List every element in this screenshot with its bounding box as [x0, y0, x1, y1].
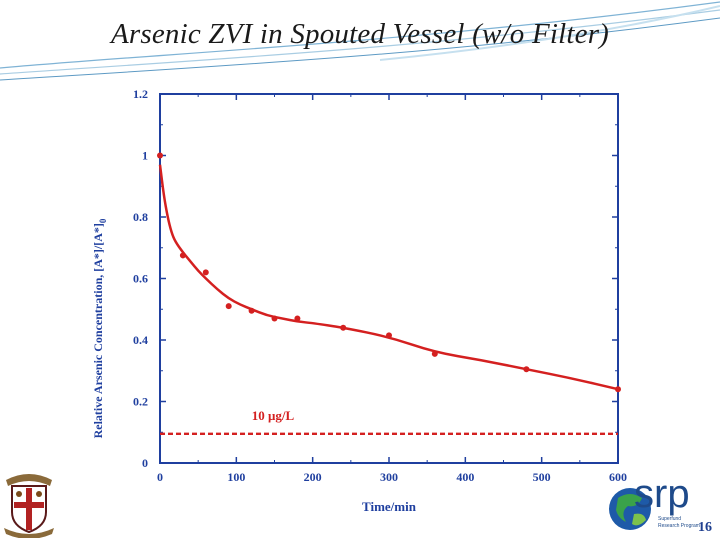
srp-globe-land — [616, 494, 642, 522]
y-tick-label: 0.4 — [133, 333, 148, 347]
x-tick-label: 400 — [456, 470, 474, 484]
y-axis-label: Relative Arsenic Concentration, [A*]/[A*… — [91, 218, 108, 438]
x-tick-label: 500 — [533, 470, 551, 484]
data-point — [202, 269, 209, 276]
srp-logo-letters: srp — [634, 472, 690, 516]
y-axis-label-main: Relative Arsenic Concentration, [A*]/[A*… — [91, 223, 105, 438]
data-point — [294, 315, 301, 322]
x-tick-label: 600 — [609, 470, 627, 484]
data-point — [157, 152, 163, 159]
fit-curve — [158, 164, 619, 391]
swoosh-line-2 — [0, 9, 720, 75]
srp-logo-caption-line2: Research Program — [658, 523, 700, 529]
ticks-group: 0 100 200 300 400 500 600 0 0.2 0.4 0.6 0.8 1 1.2 — [133, 87, 627, 484]
srp-logo: srp Superfund Research Program — [608, 474, 704, 538]
data-point — [431, 350, 438, 357]
brown-university-seal-logo — [4, 474, 54, 538]
seal-ornament-2 — [36, 491, 42, 497]
slide-title: Arsenic ZVI in Spouted Vessel (w/o Filte… — [110, 18, 610, 50]
seal-scroll-top — [6, 474, 52, 486]
y-tick-label: 0.2 — [133, 395, 148, 409]
x-axis-label: Time/min — [362, 499, 417, 514]
threshold-group: 10 μg/L — [160, 408, 618, 435]
x-tick-label: 200 — [304, 470, 322, 484]
x-tick-label: 100 — [227, 470, 245, 484]
swoosh-line-3 — [0, 17, 720, 81]
seal-ornament-1 — [16, 491, 22, 497]
y-tick-label: 0 — [142, 456, 148, 470]
data-point — [615, 386, 621, 393]
swoosh-line-4 — [379, 5, 720, 61]
data-point — [225, 303, 232, 310]
y-axis-label-subscript: 0 — [98, 218, 108, 223]
srp-globe-icon — [609, 488, 651, 530]
y-tick-label: 0.8 — [133, 210, 148, 224]
swoosh-line-1 — [0, 1, 720, 69]
page-number: 16 — [698, 520, 712, 535]
y-tick-label: 0.6 — [133, 272, 148, 286]
x-tick-label: 0 — [157, 470, 163, 484]
plot-frame — [159, 93, 619, 464]
seal-cross-vertical — [26, 488, 32, 530]
data-point — [340, 324, 347, 331]
threshold-label: 10 μg/L — [252, 408, 295, 423]
x-tick-label: 300 — [380, 470, 398, 484]
seal-cross-horizontal — [14, 502, 44, 508]
y-tick-label: 1 — [142, 149, 148, 163]
y-tick-label: 1.2 — [133, 87, 148, 101]
srp-globe-highlight — [632, 513, 646, 526]
data-point — [271, 315, 278, 322]
data-point — [179, 252, 186, 259]
srp-logo-caption-line1: Superfund — [658, 516, 682, 522]
header-swoosh-decoration — [0, 1, 720, 81]
data-point — [523, 366, 530, 373]
data-point — [386, 332, 392, 339]
seal-scroll-bottom — [4, 528, 54, 538]
data-point — [248, 307, 255, 314]
plot-frame-group — [159, 93, 619, 464]
series-group — [157, 152, 621, 393]
